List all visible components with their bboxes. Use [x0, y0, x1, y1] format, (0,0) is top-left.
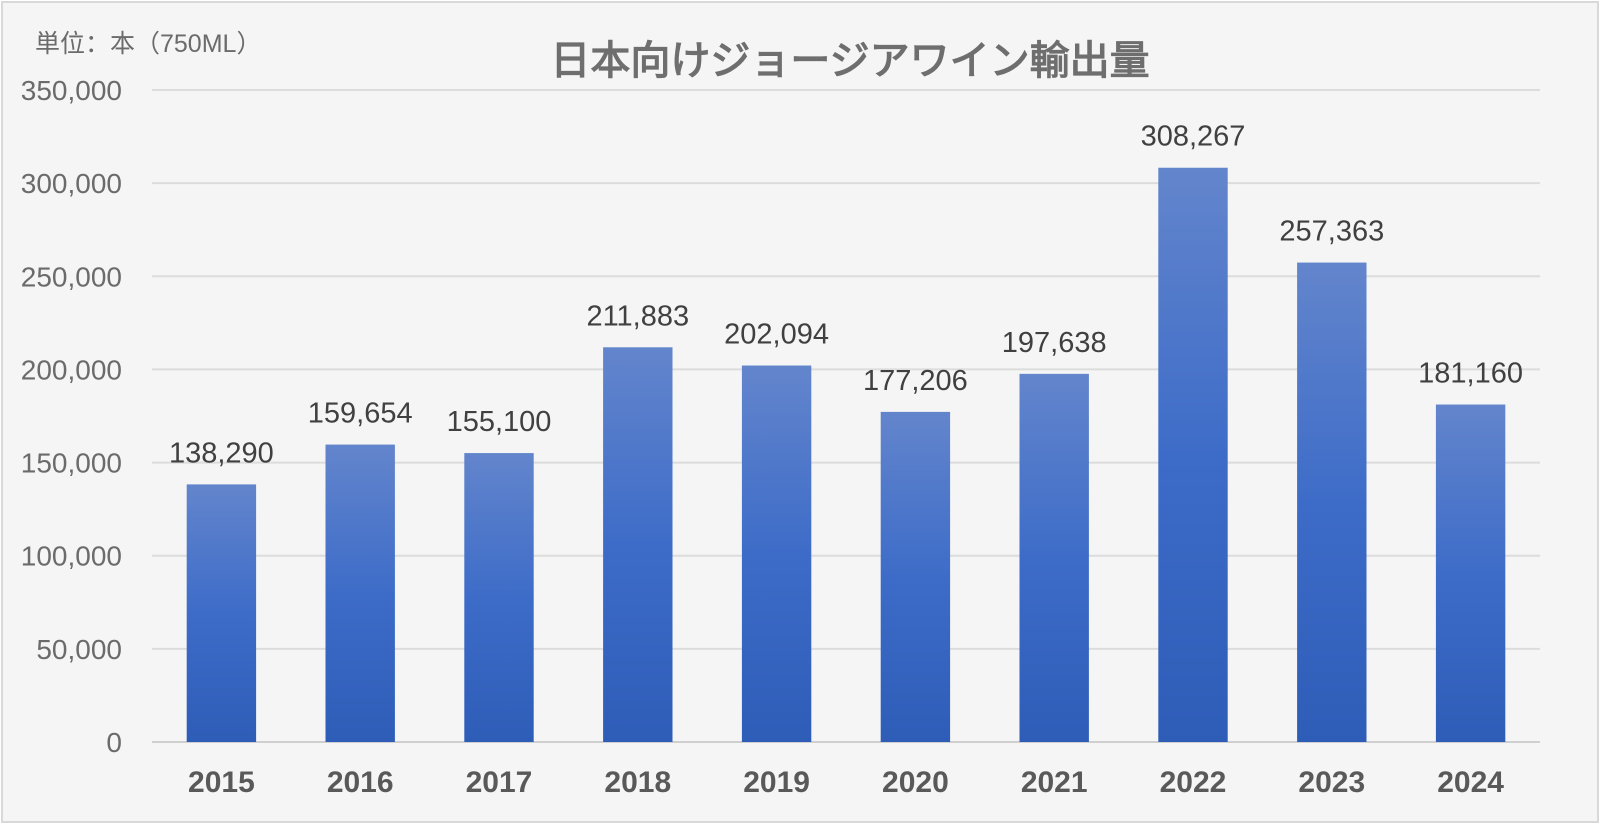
- x-tick-label-2016: 2016: [327, 766, 394, 799]
- data-label-2018: 211,883: [586, 300, 689, 332]
- y-tick-label: 250,000: [21, 261, 122, 292]
- x-tick-label-2018: 2018: [604, 766, 671, 799]
- bar-2016: [325, 444, 395, 742]
- data-label-2024: 181,160: [1418, 358, 1523, 390]
- bar-2020: [880, 411, 951, 742]
- bar-2015: [186, 484, 257, 742]
- y-tick-label: 350,000: [21, 75, 122, 106]
- x-tick-label-2022: 2022: [1160, 766, 1227, 799]
- x-tick-label-2019: 2019: [743, 766, 810, 799]
- x-tick-label-2017: 2017: [466, 766, 533, 799]
- data-label-2019: 202,094: [724, 319, 829, 351]
- data-label-2021: 197,638: [1002, 327, 1107, 359]
- bar-2021: [1019, 373, 1089, 742]
- x-tick-label-2023: 2023: [1298, 766, 1365, 799]
- chart-title: 日本向けジョージアワイン輸出量: [550, 39, 1149, 83]
- data-label-2015: 138,290: [169, 437, 274, 469]
- y-tick-label: 50,000: [36, 634, 122, 665]
- y-tick-label: 100,000: [21, 541, 122, 572]
- bar-2019: [741, 365, 812, 742]
- y-tick-label: 300,000: [21, 168, 122, 199]
- x-axis: 2015 2016 2017 2018 2019 2020 2021 2022 2023 2024: [188, 766, 1504, 799]
- bar-2024: [1435, 404, 1506, 742]
- unit-label: 単位：本（750ML）: [35, 30, 261, 58]
- x-tick-label-2015: 2015: [188, 766, 255, 799]
- data-label-2020: 177,206: [863, 365, 968, 397]
- data-label-2017: 155,100: [447, 406, 552, 438]
- bars: [186, 167, 1506, 742]
- bar-2022: [1158, 167, 1228, 742]
- x-tick-label-2024: 2024: [1437, 766, 1504, 799]
- data-labels: 138,290 159,654 155,100 211,883 202,094 177,2…: [169, 121, 1523, 470]
- bar-2018: [603, 347, 673, 742]
- bar-2017: [464, 453, 534, 742]
- y-tick-label: 150,000: [21, 448, 122, 479]
- data-label-2023: 257,363: [1279, 216, 1384, 248]
- x-tick-label-2021: 2021: [1021, 766, 1088, 799]
- bar-2023: [1297, 262, 1367, 742]
- y-tick-label: 0: [106, 727, 122, 758]
- y-axis: 0 50,000 100,000 150,000 200,000 250,000 300,0…: [21, 75, 122, 758]
- x-tick-label-2020: 2020: [882, 766, 949, 799]
- data-label-2022: 308,267: [1141, 121, 1246, 153]
- y-tick-label: 200,000: [21, 354, 122, 385]
- data-label-2016: 159,654: [308, 398, 413, 430]
